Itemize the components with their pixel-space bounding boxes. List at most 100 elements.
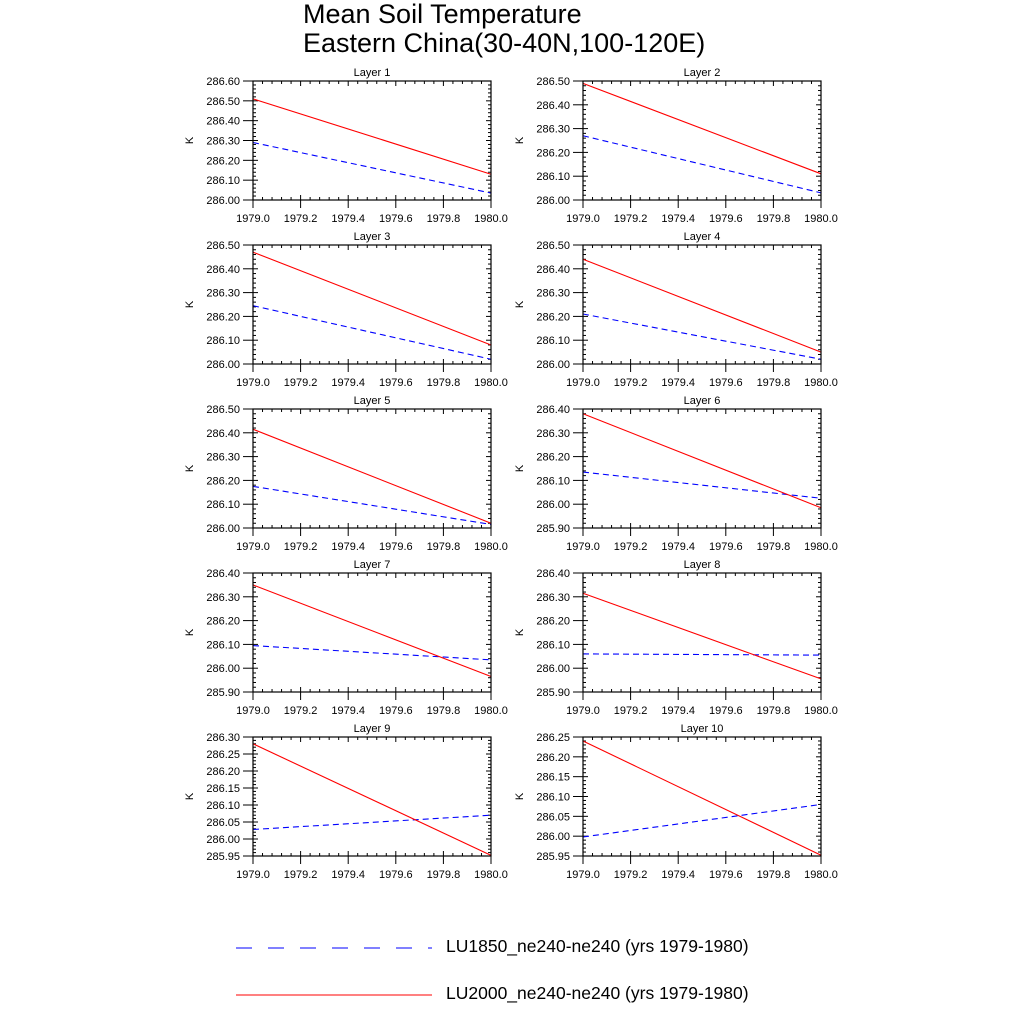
x-tick-label: 1980.0: [474, 705, 508, 717]
series-line-lu2000: [252, 584, 492, 678]
series-line-lu1850: [582, 653, 822, 656]
y-tick-label: 286.00: [536, 359, 570, 371]
y-tick-label: 286.05: [536, 811, 570, 823]
x-tick-label: 1979.8: [427, 377, 461, 389]
panel-title: Layer 3: [354, 231, 391, 243]
y-tick-label: 285.90: [206, 687, 240, 699]
plot-frame: [582, 244, 822, 365]
series-line-lu1850: [582, 313, 822, 360]
x-tick-label: 1980.0: [474, 213, 508, 225]
panel-title: Layer 8: [684, 559, 721, 571]
title-line-1: Mean Soil Temperature: [303, 0, 582, 29]
x-tick-label: 1979.4: [331, 705, 365, 717]
panel-layer-4: Layer 4 K 286.00 286.10 286.20 286.30 286.40 28…: [514, 231, 838, 389]
y-tick-label: 286.30: [536, 428, 570, 440]
y-axis-label: K: [514, 300, 526, 308]
y-tick-label: 286.30: [206, 288, 240, 300]
y-tick-label: 286.20: [536, 752, 570, 764]
legend-entry-lu2000: LU2000_ne240-ne240 (yrs 1979-1980): [236, 983, 796, 1007]
series-line-lu1850: [252, 485, 492, 525]
panel-layer-5: Layer 5 K 286.00 286.10 286.20 286.30 286.40 28…: [184, 395, 508, 553]
panel-title: Layer 1: [354, 67, 391, 79]
plot-frame: [582, 408, 822, 529]
chart-main-title: Mean Soil Temperature Eastern China(30-4…: [303, 0, 705, 58]
y-tick-label: 286.50: [206, 240, 240, 252]
series-line-lu2000: [582, 82, 822, 175]
series-line-lu2000: [252, 428, 492, 524]
y-tick-label: 286.30: [206, 732, 240, 744]
y-tick-label: 286.10: [536, 639, 570, 651]
y-tick-label: 286.10: [536, 171, 570, 183]
series-line-lu2000: [582, 592, 822, 680]
y-tick-label: 286.30: [536, 288, 570, 300]
x-tick-label: 1979.8: [757, 377, 791, 389]
series-line-lu1850: [252, 814, 492, 831]
panel-layer-10: Layer 10 K 285.95 286.00 286.05 286.10 286.15 2…: [514, 723, 838, 881]
x-tick-label: 1979.4: [661, 541, 695, 553]
panel-title: Layer 5: [354, 395, 391, 407]
y-tick-label: 286.25: [536, 732, 570, 744]
panel-layer-7: Layer 7 K 285.90 286.00 286.10 286.20 286.30 28…: [184, 559, 508, 717]
plot-frame: [252, 80, 492, 201]
plot-frame: [582, 80, 822, 201]
legend-label-lu2000: LU2000_ne240-ne240 (yrs 1979-1980): [446, 983, 749, 1003]
y-tick-label: 286.20: [206, 155, 240, 167]
x-tick-label: 1979.2: [614, 213, 648, 225]
x-tick-label: 1979.8: [757, 705, 791, 717]
x-tick-label: 1979.4: [661, 869, 695, 881]
x-tick-label: 1979.0: [236, 705, 270, 717]
x-tick-label: 1979.6: [379, 869, 413, 881]
y-tick-label: 286.60: [206, 76, 240, 88]
x-tick-label: 1979.8: [757, 869, 791, 881]
series-line-lu2000: [582, 740, 822, 856]
series-line-lu2000: [582, 413, 822, 509]
x-tick-label: 1979.8: [757, 541, 791, 553]
panel-layer-6: Layer 6 K 285.90 286.00 286.10 286.20 286.30 28…: [514, 395, 838, 553]
plot-frame: [582, 736, 822, 857]
x-tick-label: 1979.0: [566, 541, 600, 553]
y-tick-label: 286.10: [206, 499, 240, 511]
x-tick-label: 1980.0: [804, 213, 838, 225]
x-tick-label: 1979.0: [566, 869, 600, 881]
panel-layer-1: Layer 1 K 286.00 286.10 286.20 286.30 286.40 28…: [184, 67, 508, 225]
y-tick-label: 286.10: [536, 335, 570, 347]
series-line-lu2000: [252, 251, 492, 346]
x-tick-label: 1979.6: [379, 705, 413, 717]
x-tick-label: 1979.4: [331, 377, 365, 389]
x-tick-label: 1979.2: [284, 377, 318, 389]
y-tick-label: 286.20: [206, 616, 240, 628]
x-tick-label: 1979.6: [379, 213, 413, 225]
y-tick-label: 286.50: [206, 96, 240, 108]
y-tick-label: 286.20: [206, 766, 240, 778]
x-tick-label: 1979.6: [379, 541, 413, 553]
x-tick-label: 1979.2: [284, 213, 318, 225]
series-line-lu1850: [252, 305, 492, 360]
y-tick-label: 286.30: [206, 452, 240, 464]
plot-frame: [252, 572, 492, 693]
x-tick-label: 1979.8: [427, 541, 461, 553]
x-tick-label: 1980.0: [804, 541, 838, 553]
x-tick-label: 1980.0: [804, 869, 838, 881]
panel-title: Layer 10: [681, 723, 724, 735]
y-axis-label: K: [514, 136, 526, 144]
charts-canvas: Layer 1 K 286.00 286.10 286.20 286.30 286.40 28…: [184, 67, 838, 881]
y-tick-label: 286.00: [206, 834, 240, 846]
y-axis-label: K: [184, 628, 196, 636]
y-tick-label: 286.30: [536, 592, 570, 604]
y-tick-label: 285.95: [206, 851, 240, 863]
y-tick-label: 286.30: [206, 136, 240, 148]
x-tick-label: 1980.0: [474, 377, 508, 389]
series-line-lu2000: [252, 743, 492, 856]
y-tick-label: 286.10: [536, 475, 570, 487]
x-tick-label: 1980.0: [474, 541, 508, 553]
y-tick-label: 285.90: [536, 687, 570, 699]
x-tick-label: 1979.6: [709, 705, 743, 717]
x-tick-label: 1979.4: [331, 869, 365, 881]
y-axis-label: K: [184, 464, 196, 472]
x-tick-label: 1979.0: [566, 377, 600, 389]
x-tick-label: 1979.0: [236, 213, 270, 225]
y-axis-label: K: [184, 300, 196, 308]
x-tick-label: 1979.2: [284, 541, 318, 553]
x-tick-label: 1980.0: [804, 377, 838, 389]
panel-layer-3: Layer 3 K 286.00 286.10 286.20 286.30 286.40 28…: [184, 231, 508, 389]
